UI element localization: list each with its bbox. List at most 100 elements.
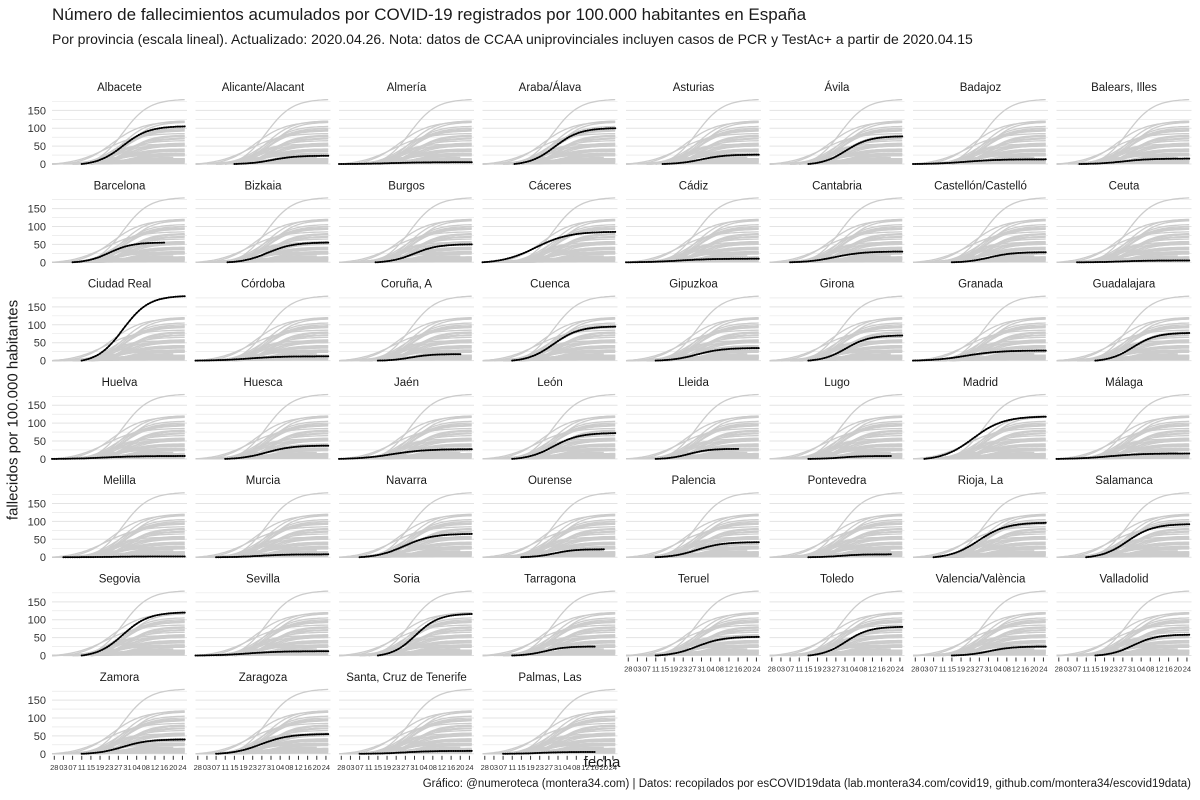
highlight-series-point — [124, 245, 127, 248]
background-series-line — [512, 345, 616, 362]
highlight-series-point — [1101, 455, 1104, 458]
highlight-series-point — [1087, 261, 1090, 264]
highlight-series-point — [276, 247, 279, 250]
facet-strip-label: Salamanca — [1095, 475, 1153, 487]
highlight-series-point — [741, 257, 744, 260]
highlight-series-point — [673, 554, 676, 557]
highlight-series-point — [292, 553, 295, 556]
background-series-line — [216, 438, 329, 460]
background-series-line — [482, 624, 616, 657]
highlight-series-point — [381, 653, 384, 656]
facet-strip-label: Castellón/Castelló — [934, 180, 1027, 192]
facet-panel: León — [482, 377, 618, 460]
highlight-series-point — [985, 159, 988, 162]
highlight-series-point — [383, 454, 386, 457]
highlight-series-point — [1112, 548, 1115, 551]
highlight-series-point — [299, 553, 302, 556]
highlight-series-point — [383, 552, 386, 555]
highlight-series-point — [1147, 259, 1149, 262]
highlight-series-point — [470, 161, 473, 164]
highlight-series-point — [1076, 457, 1079, 460]
highlight-series-point — [689, 259, 692, 261]
highlight-series-point — [552, 238, 555, 241]
highlight-series-point — [862, 339, 865, 342]
highlight-series-point — [614, 127, 617, 130]
highlight-series-point — [996, 350, 999, 353]
highlight-series-point — [438, 245, 441, 248]
highlight-series-point — [686, 453, 689, 456]
highlight-series-point — [673, 456, 676, 459]
highlight-series-point — [119, 331, 122, 334]
highlight-series-point — [176, 455, 179, 457]
highlight-series-point — [611, 127, 614, 130]
highlight-series-point — [76, 260, 79, 263]
highlight-series-point — [165, 612, 168, 615]
highlight-series-point — [1085, 457, 1088, 459]
highlight-series-point — [946, 162, 949, 164]
highlight-series-point — [757, 257, 760, 260]
background-series-line — [933, 227, 1046, 263]
highlight-series-point — [1017, 349, 1020, 352]
highlight-series-point — [1133, 453, 1136, 456]
highlight-series-point — [1092, 456, 1095, 459]
highlight-series-point — [431, 449, 434, 451]
background-series-line — [51, 329, 185, 362]
highlight-series-point — [796, 261, 798, 263]
highlight-series-point — [92, 258, 95, 260]
highlight-series-point — [454, 533, 457, 536]
highlight-series-point — [709, 448, 712, 451]
highlight-series-point — [1128, 260, 1131, 263]
highlight-series-point — [128, 139, 131, 142]
background-series-line — [368, 317, 472, 362]
highlight-series-point — [281, 157, 284, 160]
highlight-series-point — [702, 157, 705, 160]
highlight-series-point — [311, 553, 314, 556]
highlight-series-point — [732, 347, 735, 350]
highlight-series-point — [94, 257, 97, 260]
highlight-series-point — [714, 349, 717, 352]
highlight-series-point — [716, 448, 719, 451]
highlight-series-point — [791, 261, 794, 264]
highlight-series-point — [1083, 261, 1085, 264]
highlight-series-point — [878, 553, 881, 556]
highlight-series-point — [966, 160, 969, 163]
highlight-series-point — [112, 641, 115, 644]
highlight-series-point — [823, 357, 826, 359]
highlight-series-point — [748, 636, 751, 639]
highlight-series-point — [176, 125, 179, 128]
highlight-series-point — [1003, 420, 1006, 423]
highlight-series-point — [1064, 457, 1067, 460]
highlight-series-point — [513, 255, 516, 258]
highlight-series-point — [598, 326, 601, 329]
highlight-series-point — [670, 260, 673, 262]
highlight-series-point — [115, 639, 118, 642]
highlight-series-point — [386, 260, 389, 263]
highlight-series-point — [739, 154, 742, 156]
background-series-line — [225, 120, 329, 165]
y-tick-label: 100 — [28, 123, 46, 135]
highlight-series-point — [518, 457, 521, 460]
highlight-series-point — [64, 556, 67, 559]
highlight-series-point — [121, 144, 124, 147]
y-tick-label: 100 — [28, 615, 46, 627]
highlight-series-point — [527, 160, 530, 163]
highlight-series-point — [577, 329, 580, 332]
highlight-series-point — [224, 358, 227, 361]
highlight-series-point — [304, 155, 307, 158]
highlight-series-point — [871, 455, 874, 458]
highlight-series-point — [1147, 338, 1149, 341]
highlight-series-point — [679, 650, 682, 653]
highlight-series-point — [254, 555, 256, 558]
highlight-series-point — [969, 439, 972, 442]
highlight-series-point — [889, 553, 892, 556]
y-tick-label: 50 — [34, 239, 46, 251]
highlight-series-point — [351, 162, 354, 165]
highlight-series-point — [51, 457, 53, 460]
highlight-series-point — [647, 260, 650, 263]
highlight-series-point — [1124, 454, 1127, 457]
highlight-series-point — [557, 143, 559, 146]
facet-panel: Cádiz — [625, 180, 761, 264]
highlight-series-point — [973, 160, 976, 163]
highlight-series-point — [531, 652, 534, 655]
highlight-series-point — [238, 260, 240, 263]
